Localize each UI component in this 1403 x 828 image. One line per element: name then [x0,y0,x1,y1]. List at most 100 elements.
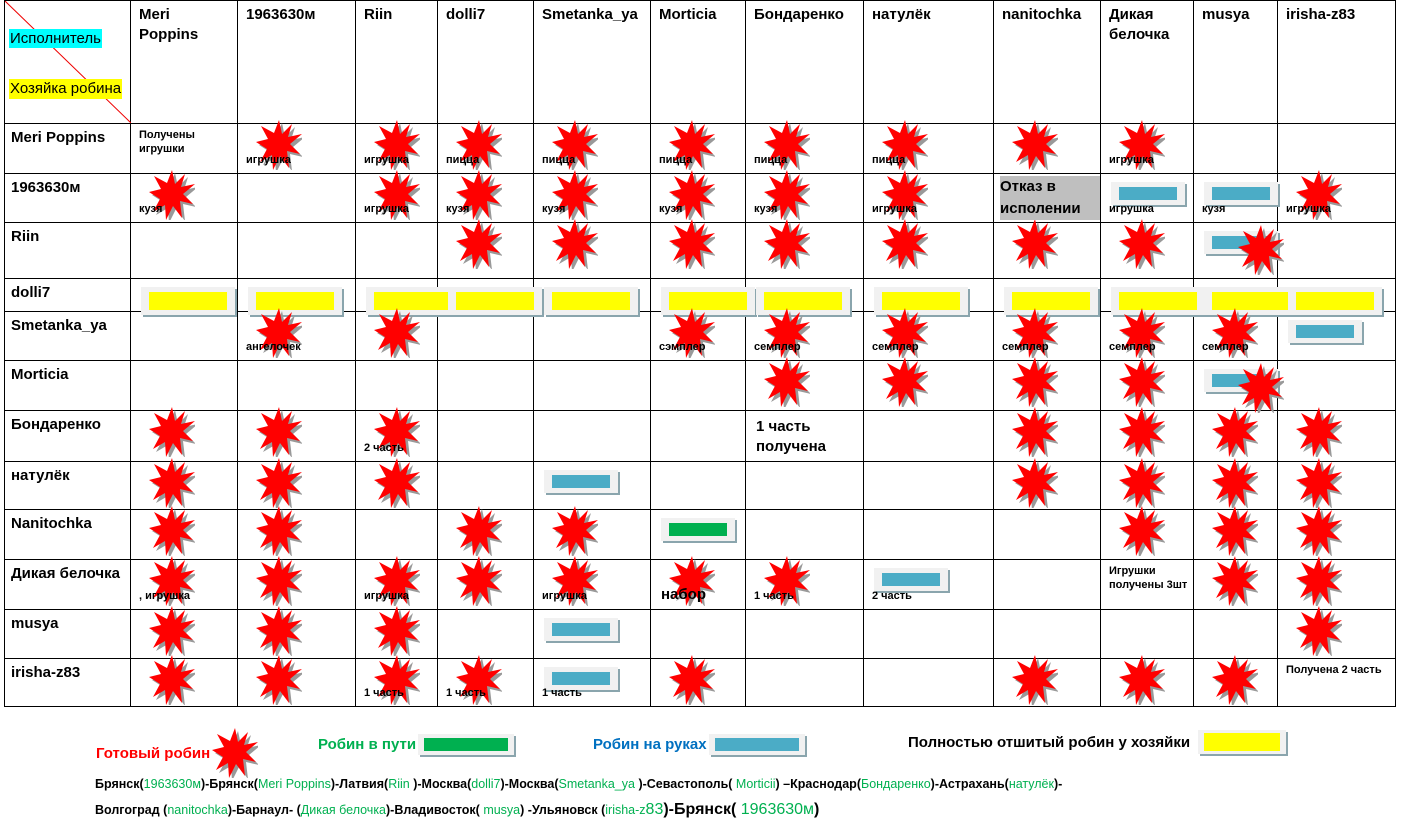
table-cell: семплер [993,308,1101,361]
table-cell [745,609,864,659]
star-icon [764,308,810,358]
table-cell: игрушка [1277,170,1396,223]
star-icon [456,219,502,269]
star-icon [882,357,928,407]
star-icon [256,506,302,556]
star-icon [1119,506,1165,556]
star-icon [764,170,810,220]
route-segment: )-Москва( [500,777,559,791]
star-icon [1119,655,1165,705]
table-cell: игрушка [355,170,438,223]
table-cell [1277,606,1396,659]
legend-in-transit-label: Робин в пути [318,736,417,753]
table-cell [533,278,651,315]
route-segment: ) –Краснодар( [775,777,861,791]
cell-text: Игрушки получены 3шт [1109,565,1188,591]
yellow-bar-icon [874,287,968,315]
legend: Готовый робин Робин в пути Робин на рука… [0,728,1403,778]
cell-text: сэмплер [659,341,706,353]
cell-text: 1 часть [542,687,582,699]
star-icon [1119,357,1165,407]
table-cell: пицца [437,120,534,174]
star-icon [256,308,302,358]
star-icon [1119,407,1165,457]
cell-text: пицца [872,154,906,166]
table-cell [437,410,534,462]
route-segment: Волгоград ( [95,803,168,817]
table-cell [650,609,746,659]
row-header: 1963630м [4,173,131,223]
cell-text: игрушка [1109,154,1154,166]
star-icon [256,655,302,705]
table-cell [437,219,534,279]
column-header: Riin [355,0,438,124]
table-cell [533,506,651,560]
yellow-bar-icon [1198,730,1287,754]
star-icon [1012,357,1058,407]
table-cell [993,655,1101,707]
cell-text: семплер [1109,341,1156,353]
table-cell [1277,311,1396,361]
cell-text: игрушка [364,203,409,215]
star-icon [1238,225,1284,275]
cell-text: кузя [446,203,470,215]
table-row: irisha-z83 1 часть 1 часть 1 часть Получена … [4,655,1396,707]
legend-ready: Готовый робин [96,728,259,778]
cell-text: игрушка [872,203,917,215]
blue-bar-icon [1111,182,1185,205]
table-cell [863,461,994,510]
star-icon [1012,219,1058,269]
column-header: Бондаренко [745,0,864,124]
cell-text: 1 часть [446,687,486,699]
star-icon [1238,363,1284,413]
column-header: Morticia [650,0,746,124]
yellow-bar-icon [248,287,342,315]
table-cell [130,458,238,510]
column-header: musya [1193,0,1278,124]
cell-text: , игрушка [139,590,190,602]
star-icon [456,170,502,220]
star-icon [149,655,195,705]
cell-text: 2 часть [364,442,404,454]
table-cell [863,410,994,462]
column-header: Smetanka_ya [533,0,651,124]
star-icon [1212,655,1258,705]
table-cell [745,658,864,707]
table-cell [1277,407,1396,462]
table-cell: набор [650,556,746,610]
route-segment: 1963630м [143,777,201,791]
table-cell [437,556,534,610]
star-icon [149,407,195,457]
table-cell [993,278,1101,315]
table-cell [533,609,651,659]
column-header: 1963630м [237,0,356,124]
route-segment: )-Севастополь( [638,777,736,791]
star-icon [456,556,502,606]
route-segment: )-Владивосток( [386,803,484,817]
star-icon [1296,458,1342,508]
legend-in-hands: Робин на руках [593,734,805,755]
column-header: Дикая белочка [1100,0,1194,124]
table-cell [355,606,438,659]
table-cell [130,222,238,279]
table-cell: 2 часть [863,559,994,610]
table-cell [237,556,356,610]
table-cell [650,509,746,560]
star-icon [374,407,420,457]
route-line-1: Брянск(1963630м)-Брянск(Meri Poppins)-Ла… [95,777,1062,791]
yellow-bar-icon [756,287,850,315]
row-header: Бондаренко [4,410,131,462]
table-cell [437,360,534,411]
star-icon [1119,308,1165,358]
table-cell [993,407,1101,462]
table-cell [993,219,1101,279]
table-cell [745,357,864,411]
table-cell: кузя [437,170,534,223]
row-header: dolli7 [4,278,131,312]
table-cell [1193,123,1278,174]
row-header: натулёк [4,461,131,510]
table-cell: Получена 2 часть [1277,658,1396,707]
cell-text: Получена 2 часть [1286,664,1382,676]
route-segment: )-Латвия( [330,777,389,791]
table-cell [355,308,438,361]
